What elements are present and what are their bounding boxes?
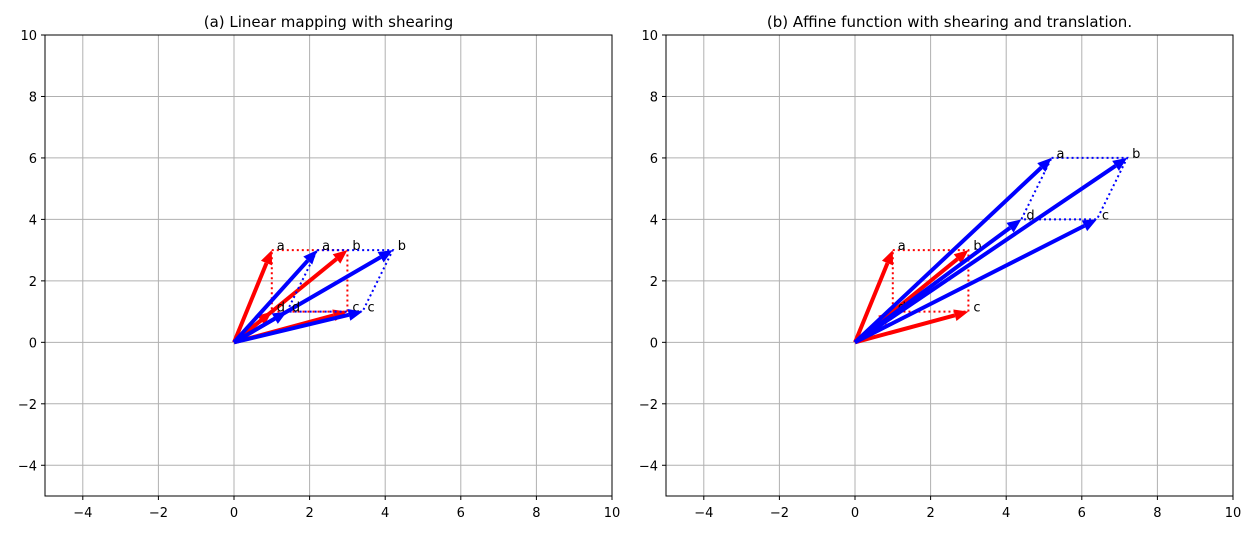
vector-arrow-c — [854, 223, 1086, 345]
subplot-b: (b) Affine function with shearing and tr… — [639, 13, 1241, 521]
point-label-a: a — [1057, 147, 1065, 162]
xtick-label: 0 — [851, 506, 859, 521]
vector-arrow-d — [232, 316, 276, 345]
xtick-label: 2 — [926, 506, 934, 521]
ytick-label: 8 — [29, 90, 37, 105]
arrowhead-icon — [953, 309, 969, 322]
arrowhead-icon — [260, 250, 273, 266]
xtick-label: −4 — [694, 506, 713, 521]
point-label-a: a — [898, 239, 906, 254]
ytick-label: −2 — [18, 398, 37, 413]
axes-frame — [665, 34, 1234, 497]
vector-arrow-a — [853, 166, 1043, 344]
ytick-label: −4 — [18, 459, 37, 474]
arrowhead-icon — [1006, 219, 1022, 233]
vector-arrow-a — [232, 259, 310, 344]
arrowhead-icon — [1037, 157, 1052, 172]
subplot-title: (a) Linear mapping with shearing — [204, 13, 454, 31]
subplot-a: (a) Linear mapping with shearing −4 −2 0 2 4 6… — [18, 13, 620, 521]
vector-arrow-a — [232, 262, 269, 344]
ytick-label: 0 — [650, 336, 658, 351]
vector-arrow-d — [853, 226, 1012, 344]
point-label-c: c — [973, 301, 980, 316]
ytick-label: 6 — [29, 152, 37, 167]
point-label-d: d — [277, 301, 285, 316]
ytick-label: 2 — [650, 275, 658, 290]
point-label-a: a — [322, 239, 330, 254]
arrowhead-icon — [1112, 157, 1128, 171]
ytick-label: −2 — [639, 398, 658, 413]
arrowhead-icon — [332, 250, 348, 264]
point-label-c: c — [368, 301, 375, 316]
vector-arrow-b — [853, 164, 1117, 344]
xtick-label: 8 — [532, 506, 540, 521]
arrowhead-icon — [881, 250, 894, 266]
ytick-label: 10 — [20, 29, 37, 44]
ytick-label: 4 — [650, 213, 658, 228]
xtick-label: −4 — [73, 506, 92, 521]
xtick-label: 2 — [305, 506, 313, 521]
xtick-label: 6 — [1078, 506, 1086, 521]
vector-arrow-c — [233, 312, 350, 345]
transformed-square-outline — [1019, 156, 1129, 221]
transformed-square-outline — [285, 249, 395, 313]
xtick-label: 4 — [381, 506, 389, 521]
arrowhead-icon — [347, 309, 363, 321]
ytick-label: 10 — [641, 29, 658, 44]
point-label-c: c — [1102, 208, 1109, 223]
arrowhead-icon — [377, 250, 393, 263]
xtick-label: 4 — [1002, 506, 1010, 521]
ytick-label: 2 — [29, 275, 37, 290]
point-label-d: d — [1026, 208, 1034, 223]
vector-arrow-c — [854, 313, 956, 345]
xtick-label: −2 — [770, 506, 789, 521]
xtick-label: 10 — [1225, 506, 1242, 521]
arrowhead-icon — [271, 311, 287, 324]
arrowhead-icon — [953, 250, 969, 264]
point-label-b: b — [352, 239, 360, 254]
ytick-label: 6 — [650, 152, 658, 167]
ytick-label: 4 — [29, 213, 37, 228]
point-label-d: d — [292, 301, 300, 316]
ytick-label: 0 — [29, 336, 37, 351]
point-label-c: c — [352, 301, 359, 316]
point-label-a: a — [277, 239, 285, 254]
vector-arrow-a — [853, 262, 890, 344]
arrowhead-icon — [1081, 219, 1097, 232]
xtick-label: 10 — [604, 506, 621, 521]
subplot-title: (b) Affine function with shearing and tr… — [767, 13, 1132, 31]
xtick-label: 0 — [230, 506, 238, 521]
ytick-label: 8 — [650, 90, 658, 105]
point-label-b: b — [398, 239, 406, 254]
point-label-b: b — [973, 239, 981, 254]
point-label-b: b — [1132, 147, 1140, 162]
arrowhead-icon — [303, 250, 318, 265]
xtick-label: −2 — [149, 506, 168, 521]
axes-frame — [44, 34, 613, 497]
ytick-label: −4 — [639, 459, 658, 474]
xtick-label: 6 — [457, 506, 465, 521]
xtick-label: 8 — [1153, 506, 1161, 521]
original-square-outline — [891, 249, 970, 313]
